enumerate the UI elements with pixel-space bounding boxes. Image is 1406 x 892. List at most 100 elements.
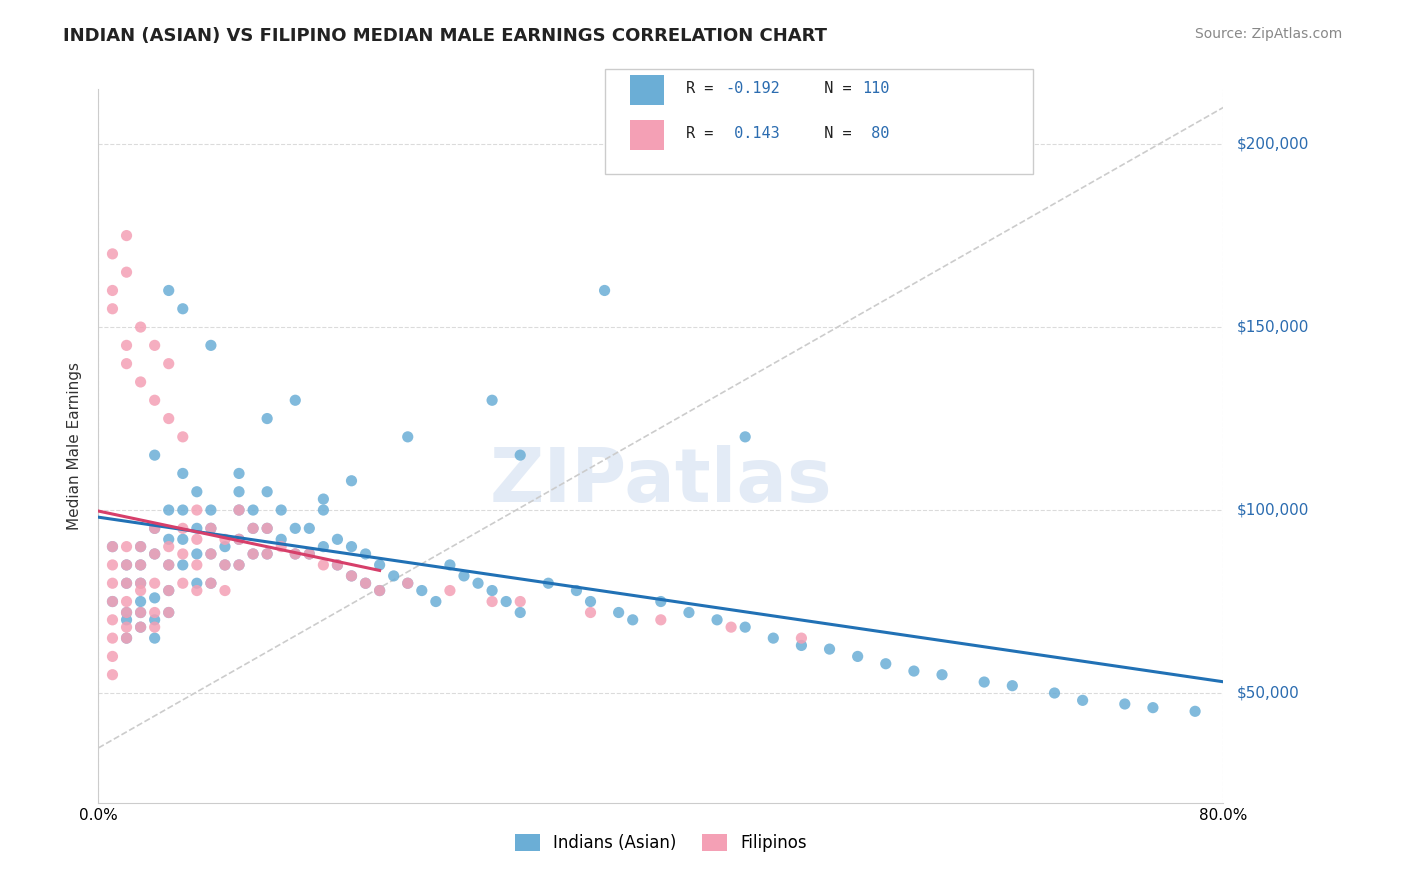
Point xyxy=(228,484,250,499)
Point xyxy=(129,594,152,608)
Point xyxy=(101,247,124,261)
Point xyxy=(875,657,897,671)
Point xyxy=(115,338,138,352)
Point xyxy=(1001,679,1024,693)
Text: $150,000: $150,000 xyxy=(1237,319,1309,334)
Point xyxy=(200,521,222,535)
Point xyxy=(157,606,180,620)
Point xyxy=(115,558,138,572)
Point xyxy=(129,540,152,554)
Point xyxy=(228,467,250,481)
Point xyxy=(284,521,307,535)
Point xyxy=(973,675,995,690)
Point xyxy=(143,547,166,561)
Point xyxy=(706,613,728,627)
Point xyxy=(650,594,672,608)
Point xyxy=(439,583,461,598)
Point xyxy=(396,576,419,591)
Point xyxy=(101,558,124,572)
Point xyxy=(143,521,166,535)
Point xyxy=(214,540,236,554)
Point xyxy=(157,284,180,298)
Text: $50,000: $50,000 xyxy=(1237,686,1301,700)
Point xyxy=(270,540,292,554)
Point xyxy=(143,576,166,591)
Point xyxy=(368,583,391,598)
Point xyxy=(129,375,152,389)
Point xyxy=(129,320,152,334)
Point xyxy=(340,540,363,554)
Point xyxy=(903,664,925,678)
Point xyxy=(115,357,138,371)
Point xyxy=(509,606,531,620)
Point xyxy=(143,547,166,561)
Point xyxy=(172,576,194,591)
Point xyxy=(481,594,503,608)
Text: $200,000: $200,000 xyxy=(1237,136,1309,152)
Point xyxy=(228,533,250,547)
Point xyxy=(284,547,307,561)
Text: ZIPatlas: ZIPatlas xyxy=(489,445,832,518)
Point xyxy=(157,558,180,572)
Point xyxy=(284,547,307,561)
Point xyxy=(467,576,489,591)
Point xyxy=(157,503,180,517)
Point xyxy=(650,613,672,627)
Point xyxy=(200,338,222,352)
Point xyxy=(340,474,363,488)
Point xyxy=(115,606,138,620)
Point xyxy=(790,639,813,653)
Point xyxy=(143,521,166,535)
Point xyxy=(579,594,602,608)
Point xyxy=(425,594,447,608)
Point xyxy=(495,594,517,608)
Point xyxy=(101,284,124,298)
Point xyxy=(157,411,180,425)
Point xyxy=(115,594,138,608)
Point xyxy=(228,558,250,572)
Point xyxy=(481,393,503,408)
Point xyxy=(186,484,208,499)
Point xyxy=(411,583,433,598)
Point xyxy=(101,594,124,608)
Point xyxy=(129,576,152,591)
Text: R =: R = xyxy=(686,127,723,141)
Point xyxy=(228,558,250,572)
Point xyxy=(509,448,531,462)
Point xyxy=(326,533,349,547)
Point xyxy=(214,558,236,572)
Point xyxy=(115,613,138,627)
Point xyxy=(340,569,363,583)
Point xyxy=(931,667,953,681)
Point xyxy=(186,533,208,547)
Point xyxy=(172,430,194,444)
Point xyxy=(242,521,264,535)
Point xyxy=(481,583,503,598)
Point xyxy=(157,357,180,371)
Point xyxy=(157,540,180,554)
Point xyxy=(143,591,166,605)
Point xyxy=(143,448,166,462)
Point xyxy=(762,631,785,645)
Point xyxy=(115,631,138,645)
Point xyxy=(115,558,138,572)
Point xyxy=(129,558,152,572)
Point xyxy=(200,503,222,517)
Point xyxy=(200,521,222,535)
Point xyxy=(256,521,278,535)
Point xyxy=(115,631,138,645)
Point xyxy=(607,606,630,620)
Point xyxy=(129,606,152,620)
Point xyxy=(382,569,405,583)
Point xyxy=(115,576,138,591)
Point xyxy=(101,540,124,554)
Point xyxy=(242,503,264,517)
Point xyxy=(200,547,222,561)
Point xyxy=(228,503,250,517)
Point xyxy=(298,547,321,561)
Point xyxy=(593,284,616,298)
Point xyxy=(1114,697,1136,711)
Point xyxy=(846,649,869,664)
Point xyxy=(129,620,152,634)
Point xyxy=(734,620,756,634)
